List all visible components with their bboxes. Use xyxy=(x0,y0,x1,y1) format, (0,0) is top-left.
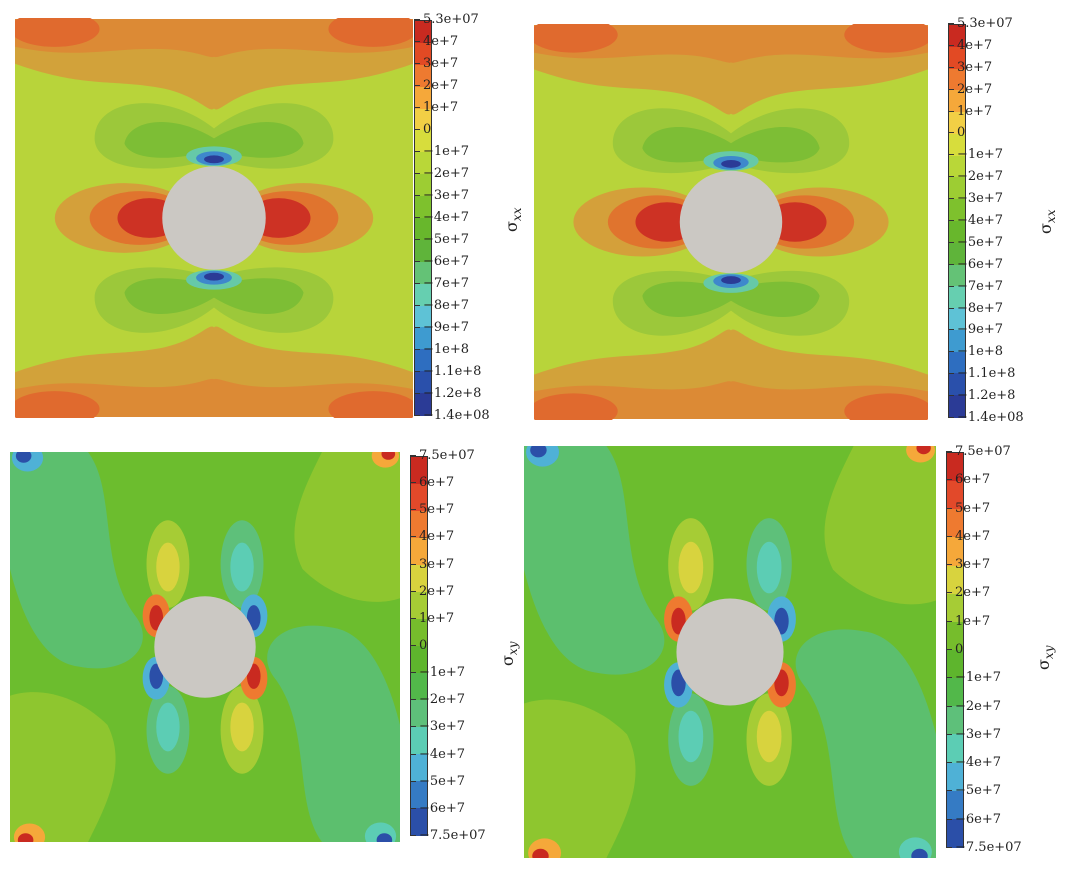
colorbar-tick-label: −4e+7 xyxy=(414,211,469,224)
colorbar-tick-label: 2e+7 xyxy=(414,79,458,92)
colorbar-tick-label: 0 xyxy=(946,643,963,656)
colorbar-tick-label: 1e+7 xyxy=(414,101,458,114)
colorbar-tick-label: 6e+7 xyxy=(946,473,990,486)
colorbar-tick-label: −1e+7 xyxy=(948,148,1003,161)
colorbar-tick-label: −9e+7 xyxy=(414,321,469,334)
colorbar-tick-label: −6e+7 xyxy=(946,813,1001,826)
colorbar-tick-label: −8e+7 xyxy=(948,302,1003,315)
colorbar-tick-label: 1e+7 xyxy=(948,105,992,118)
colorbar-tick-label: 5.3e+07 xyxy=(414,13,479,26)
colorbar-tick-label: 3e+7 xyxy=(410,558,454,571)
colorbar-tick-label: −1.1e+8 xyxy=(414,365,481,378)
colorbar-tick-label: 7.5e+07 xyxy=(946,445,1011,458)
colorbar-tick-label: −3e+7 xyxy=(948,192,1003,205)
colorbar-tick-label: −1e+7 xyxy=(946,671,1001,684)
colorbar-tick-label: 0 xyxy=(414,123,431,136)
contour-svg xyxy=(534,24,928,420)
contour-plot-sxx-left xyxy=(15,18,413,418)
contour-plot-sxy-left xyxy=(10,452,400,842)
colorbar-tick-label: −1e+7 xyxy=(414,145,469,158)
colorbar-tick-label: −5e+7 xyxy=(948,236,1003,249)
colorbar-label: σxy xyxy=(1034,645,1057,670)
colorbar-tick-label: 3e+7 xyxy=(948,61,992,74)
colorbar-tick-label: −5e+7 xyxy=(414,233,469,246)
colorbar-tick-label: 2e+7 xyxy=(946,586,990,599)
colorbar-tick-label: −5e+7 xyxy=(410,775,465,788)
colorbar-label: σxx xyxy=(502,207,525,232)
colorbar-tick-label: −6e+7 xyxy=(948,258,1003,271)
colorbar-tick-label: −1.2e+8 xyxy=(414,387,481,400)
colorbar-tick-label: 5e+7 xyxy=(410,503,454,516)
colorbar-tick-label: 1e+7 xyxy=(410,612,454,625)
colorbar-tick-label: −8e+7 xyxy=(414,299,469,312)
colorbar-tick-label: 1e+7 xyxy=(946,615,990,628)
colorbar-tick-label: −5e+7 xyxy=(946,784,1001,797)
contour-svg xyxy=(524,446,936,858)
colorbar-tick-label: −3e+7 xyxy=(410,720,465,733)
colorbar-tick-label: −3e+7 xyxy=(414,189,469,202)
colorbar-tick-label: −2e+7 xyxy=(946,700,1001,713)
colorbar-tick-label: −3e+7 xyxy=(946,728,1001,741)
colorbar-tick-label: 0 xyxy=(410,639,427,652)
colorbar-tick-label: −1e+8 xyxy=(948,345,1003,358)
colorbar-tick-label: 0 xyxy=(948,126,965,139)
colorbar-tick-label: 6e+7 xyxy=(410,476,454,489)
colorbar-tick-label: −4e+7 xyxy=(946,756,1001,769)
colorbar-tick-label: 3e+7 xyxy=(946,558,990,571)
contour-svg xyxy=(15,18,413,418)
colorbar-tick-label: −2e+7 xyxy=(410,693,465,706)
colorbar-tick-label: 4e+7 xyxy=(946,530,990,543)
colorbar-tick-label: −2e+7 xyxy=(414,167,469,180)
colorbar-tick-label: −2e+7 xyxy=(948,170,1003,183)
colorbar-tick-label: −4e+7 xyxy=(948,214,1003,227)
colorbar-tick-label: 2e+7 xyxy=(948,83,992,96)
colorbar-tick-label: 4e+7 xyxy=(948,39,992,52)
colorbar-tick-label: −1.2e+8 xyxy=(948,389,1015,402)
contour-plot-sxx-right xyxy=(534,24,928,420)
contour-svg xyxy=(10,452,400,842)
colorbar-tick-label: −7e+7 xyxy=(948,280,1003,293)
colorbar-tick-label: −7.5e+07 xyxy=(946,841,1022,854)
colorbar-tick-label: −7.5e+07 xyxy=(410,829,486,842)
colorbar-tick-label: −6e+7 xyxy=(410,802,465,815)
colorbar-tick-label: 4e+7 xyxy=(410,530,454,543)
colorbar-label: σxx xyxy=(1036,209,1059,234)
contour-plot-sxy-right xyxy=(524,446,936,858)
colorbar-tick-label: −1e+7 xyxy=(410,666,465,679)
colorbar-tick-label: 5.3e+07 xyxy=(948,17,1013,30)
colorbar-tick-label: 4e+7 xyxy=(414,35,458,48)
colorbar-tick-label: 5e+7 xyxy=(946,502,990,515)
colorbar-tick-label: −1e+8 xyxy=(414,343,469,356)
colorbar-tick-label: −9e+7 xyxy=(948,323,1003,336)
colorbar-tick-label: −6e+7 xyxy=(414,255,469,268)
colorbar-tick-label: −4e+7 xyxy=(410,748,465,761)
colorbar-tick-label: −1.4e+08 xyxy=(414,409,490,422)
colorbar-tick-label: −7e+7 xyxy=(414,277,469,290)
colorbar-tick-label: 2e+7 xyxy=(410,585,454,598)
colorbar-label: σxy xyxy=(498,641,521,666)
colorbar-tick-label: 7.5e+07 xyxy=(410,449,475,462)
colorbar-tick-label: −1.1e+8 xyxy=(948,367,1015,380)
colorbar-tick-label: 3e+7 xyxy=(414,57,458,70)
colorbar-tick-label: −1.4e+08 xyxy=(948,411,1024,424)
